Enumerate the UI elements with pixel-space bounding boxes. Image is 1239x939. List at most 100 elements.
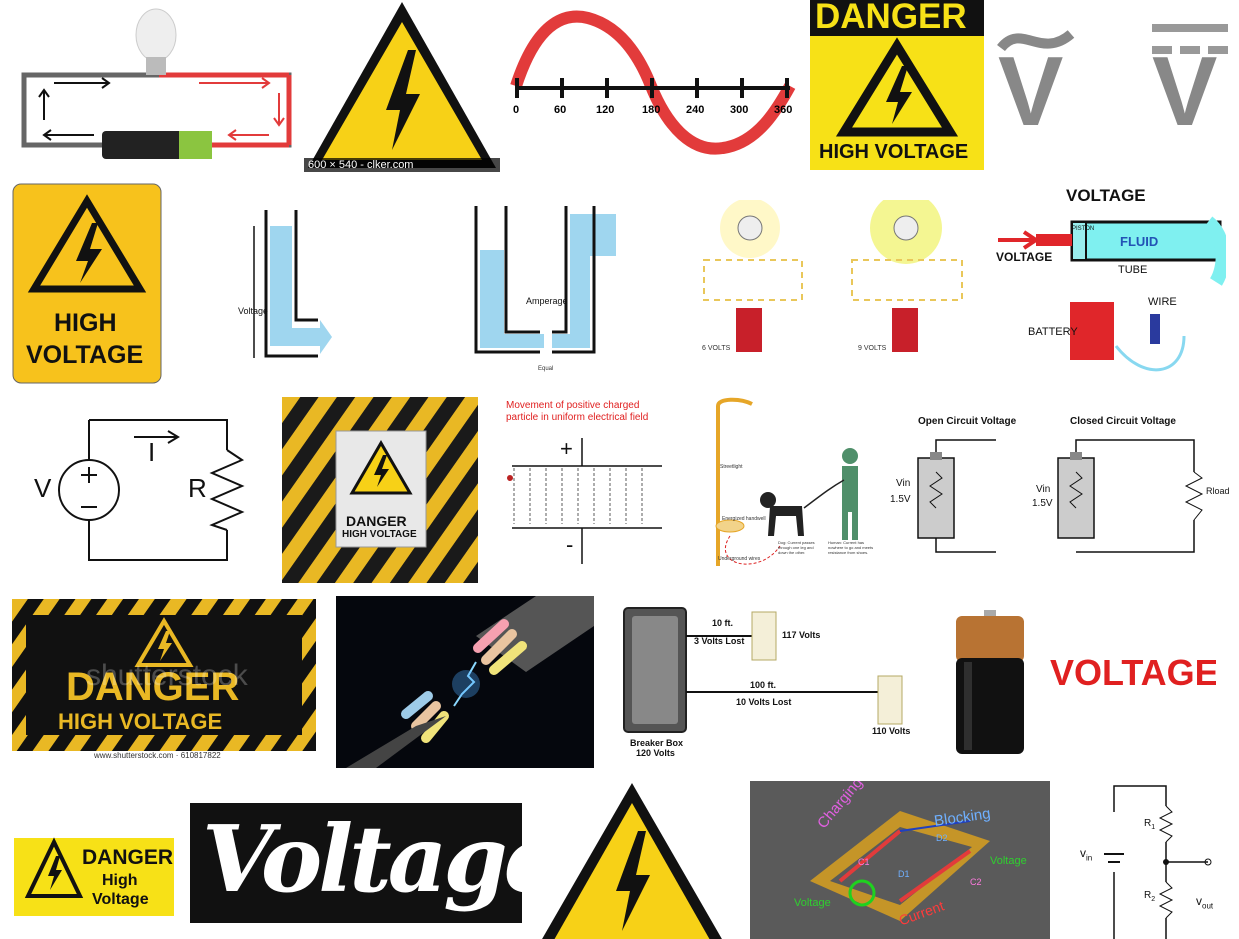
result-image-warning-triangle[interactable]: 600 × 540 - clker.com <box>304 0 500 172</box>
energized-label: Energized handwell <box>722 516 766 522</box>
result-image-vir-circuit[interactable]: V I R <box>30 415 256 565</box>
vin-value-2: 1.5V <box>1032 498 1053 509</box>
c2-label: C2 <box>970 877 982 887</box>
danger-small-title: DANGER <box>82 846 174 869</box>
plus-sign: + <box>560 436 573 461</box>
sign-line-2: VOLTAGE <box>26 341 144 369</box>
high-voltage-sign-graphic <box>12 183 162 384</box>
danger-small-high: High <box>102 872 138 889</box>
amperage-analogy-graphic <box>474 206 616 354</box>
tick-label: 0 <box>513 104 520 116</box>
hundred-ft-label: 100 ft. <box>750 680 777 690</box>
result-image-danger-small[interactable]: DANGER High Voltage <box>12 780 176 939</box>
streetlight-label: Streetlight <box>720 464 743 470</box>
ten-ft-label: 10 ft. <box>712 618 734 628</box>
field-title-1: Movement of positive charged <box>506 400 640 411</box>
amperage-label: Amperage <box>526 296 568 306</box>
vin-value: 1.5V <box>890 494 911 505</box>
danger-stripes-graphic <box>282 397 478 583</box>
result-image-stray-voltage[interactable]: Streetlight Energized handwell Undergrou… <box>700 396 880 576</box>
vin-symbol: vin <box>1080 846 1093 863</box>
voltage-label-2: Voltage <box>794 897 831 909</box>
volts-120: 120 Volts <box>636 748 675 758</box>
result-image-charging-diagram[interactable]: Charging Blocking Voltage Voltage Curren… <box>750 781 1050 939</box>
result-image-water-voltage[interactable]: Voltage <box>234 208 338 360</box>
stray-voltage-graphic <box>715 397 858 566</box>
danger-small-graphic <box>14 837 174 916</box>
result-image-danger-sign[interactable]: DANGER HIGH VOLTAGE <box>810 0 984 170</box>
result-image-water-amperage[interactable]: Amperage Equal <box>470 206 622 376</box>
result-image-danger-banner[interactable]: DANGER HIGH VOLTAGE shutterstock www.shu… <box>12 599 316 763</box>
result-image-circuit-bulb[interactable] <box>14 5 294 170</box>
circuit-bulb-graphic <box>21 8 292 159</box>
volts-117: 117 Volts <box>782 630 821 640</box>
dc-voltage-symbol: V <box>1152 36 1218 146</box>
closed-circuit-title: Closed Circuit Voltage <box>1070 416 1176 427</box>
piston-label: PISTON <box>1072 226 1095 232</box>
result-image-glowing-cable[interactable] <box>336 596 594 768</box>
voltage-title: VOLTAGE <box>1066 186 1146 205</box>
voltage-divider-graphic <box>1104 785 1212 939</box>
danger-small-voltage: Voltage <box>92 891 149 908</box>
breaker-box-graphic <box>623 607 903 733</box>
tick-label: 300 <box>730 104 749 116</box>
result-image-voltage-word[interactable]: VOLTAGE <box>1046 650 1216 700</box>
danger-subtitle: HIGH VOLTAGE <box>819 141 969 163</box>
voltage-script-word: Voltage <box>202 805 522 913</box>
result-image-electric-field[interactable]: Movement of positive charged particle in… <box>502 398 670 568</box>
tick-label: 180 <box>642 104 661 116</box>
danger-label: DANGER <box>346 513 407 529</box>
tick-label: 60 <box>554 104 567 116</box>
open-circuit-title: Open Circuit Voltage <box>918 416 1017 427</box>
vout-symbol: vout <box>1196 894 1214 911</box>
result-image-open-closed-circuit[interactable]: Open Circuit Voltage Closed Circuit Volt… <box>888 412 1234 562</box>
ac-dc-symbols-graphic <box>997 24 1228 54</box>
vin-label: Vin <box>896 478 911 489</box>
battery-icon <box>956 610 1024 754</box>
tick-label: 240 <box>686 104 705 116</box>
bulb-circuits-graphic <box>703 200 963 352</box>
voltage-label-1: Voltage <box>990 855 1027 867</box>
result-image-voltage-fluid[interactable]: VOLTAGE FLUID PISTON TUBE VOLTAGE BATTER… <box>994 186 1226 380</box>
danger-title: DANGER <box>815 0 967 36</box>
result-image-battery[interactable] <box>950 608 1030 758</box>
result-image-voltage-divider[interactable]: vin R1 R2 vout <box>1070 782 1230 939</box>
equal-label: Equal <box>538 366 554 372</box>
tick-label: 360 <box>774 104 793 116</box>
tick-label: 120 <box>596 104 615 116</box>
dog-caption: Dog: Current passes through one leg and … <box>778 540 815 555</box>
glowing-cable-graphic <box>346 596 594 768</box>
vir-circuit-graphic <box>58 419 245 561</box>
result-image-high-voltage-sign[interactable]: HIGH VOLTAGE <box>12 183 162 384</box>
d2-label: D2 <box>936 833 948 843</box>
voltage-label: Voltage <box>238 306 269 316</box>
sine-wave-graphic <box>510 10 796 155</box>
vin-label-2: Vin <box>1036 484 1051 495</box>
underground-label: Underground wires <box>718 556 761 562</box>
result-image-bulb-circuits[interactable]: 6 VOLTS 9 VOLTS <box>696 200 976 360</box>
r-label: R <box>188 473 207 503</box>
voltage-word: VOLTAGE <box>1050 652 1216 693</box>
water-analogy-graphic <box>253 210 332 358</box>
r2-symbol: R2 <box>1144 890 1156 903</box>
result-image-sine-wave[interactable]: 0 60 120 180 240 300 360 <box>508 8 798 158</box>
sign-line-1: HIGH <box>54 309 117 337</box>
danger-sign-graphic <box>810 0 984 137</box>
result-image-warning-triangle-2[interactable] <box>534 781 730 939</box>
result-image-breaker-box[interactable]: 10 ft. 3 Volts Lost 117 Volts 100 ft. 10… <box>620 606 920 760</box>
i-label: I <box>148 437 156 467</box>
result-image-danger-stripes[interactable]: DANGER HIGH VOLTAGE <box>282 397 478 583</box>
rload-label: Rload <box>1206 486 1230 496</box>
r1-symbol: R1 <box>1144 818 1156 831</box>
nine-volts-label: 9 VOLTS <box>858 345 887 352</box>
field-title-2: particle in uniform electrical field <box>506 412 649 423</box>
three-volts-lost: 3 Volts Lost <box>694 636 745 646</box>
open-closed-circuit-graphic <box>917 439 1204 553</box>
ten-volts-lost: 10 Volts Lost <box>736 697 792 707</box>
danger-banner-graphic <box>12 599 316 751</box>
electric-field-graphic <box>507 438 662 564</box>
ac-voltage-symbol: V <box>998 36 1064 146</box>
charging-diagram-graphic <box>810 811 990 921</box>
result-image-voltage-script[interactable]: Voltage <box>190 803 522 923</box>
result-image-ac-dc-symbols[interactable]: V V <box>996 20 1236 150</box>
